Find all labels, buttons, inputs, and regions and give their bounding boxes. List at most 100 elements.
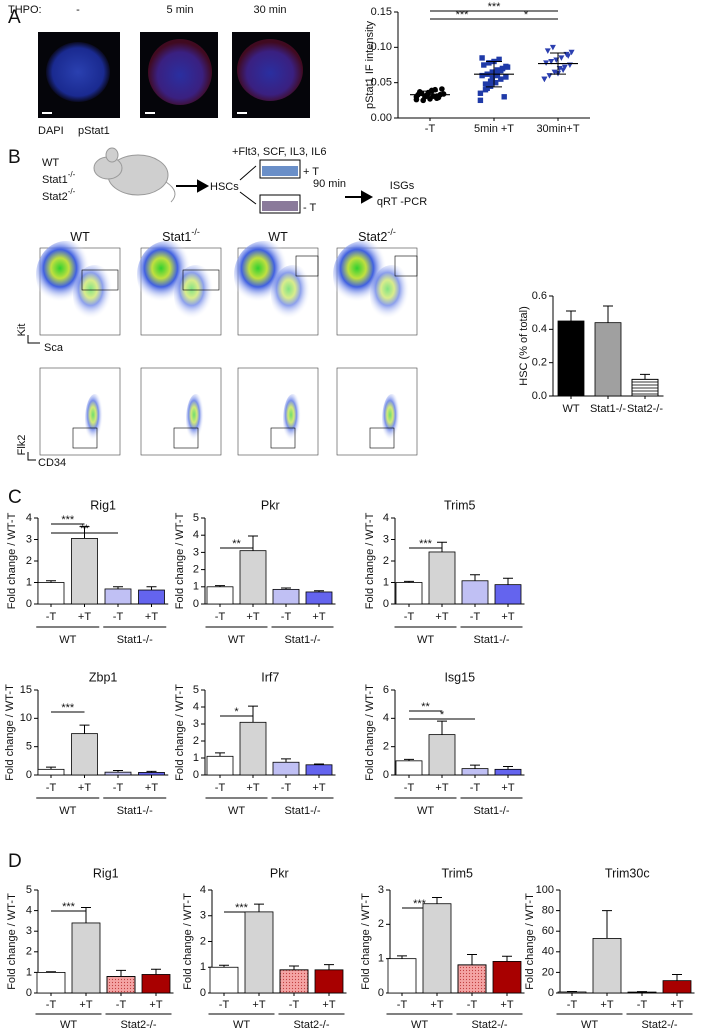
chart-title: Pkr xyxy=(261,498,280,512)
point xyxy=(498,76,504,82)
y-tick-label: 2 xyxy=(26,946,32,958)
point xyxy=(560,67,567,73)
group-label: Stat2-/- xyxy=(641,1019,677,1030)
bar xyxy=(422,903,452,994)
gate xyxy=(81,269,119,291)
arrow xyxy=(239,165,257,181)
y-tick-label: 0 xyxy=(548,987,554,999)
error-bar xyxy=(289,965,299,970)
x-tick-label: -T xyxy=(215,611,226,623)
group-label: WT xyxy=(228,805,245,817)
y-tick-label: 20 xyxy=(542,966,554,978)
bar xyxy=(461,768,489,776)
group-label: WT xyxy=(59,805,76,817)
error-bar xyxy=(503,766,513,770)
point xyxy=(479,72,485,79)
group-label: Stat2-/- xyxy=(293,1019,329,1030)
group-label: WT xyxy=(411,1019,428,1030)
x-tick-label: -T xyxy=(281,611,292,623)
chart-title: Trim5 xyxy=(442,866,474,880)
axis-arrow xyxy=(27,335,40,344)
y-axis-label: Fold change / WT-T xyxy=(364,512,376,609)
group-label: WT xyxy=(581,1019,598,1030)
chart-title: Rig1 xyxy=(93,866,119,880)
y-tick-label: 0.00 xyxy=(371,112,392,124)
error-bar xyxy=(602,910,612,939)
bar-pattern xyxy=(106,976,136,994)
significance-label: * xyxy=(524,9,529,21)
x-tick-label: -T xyxy=(425,123,436,135)
flow-plot xyxy=(39,367,121,456)
x-tick-label: +T xyxy=(252,999,265,1011)
gate xyxy=(182,269,220,291)
y-tick-label: 1 xyxy=(193,752,199,764)
bar xyxy=(138,589,165,605)
bar xyxy=(494,584,522,605)
point xyxy=(487,78,494,84)
genotype-main: Stat1 xyxy=(42,174,68,186)
flow-title-main: WT xyxy=(70,230,90,244)
treatment: + T xyxy=(303,166,319,178)
error-bar xyxy=(81,907,91,923)
bar xyxy=(37,768,65,776)
error-bar xyxy=(397,955,407,959)
error-bar xyxy=(215,752,225,757)
flow-plot xyxy=(140,367,222,456)
y-axis-label: Fold change / WT-T xyxy=(364,684,376,781)
flow-title-sup: -/- xyxy=(387,227,396,237)
x-tick-label: -T xyxy=(567,999,578,1011)
y-tick-label: 4 xyxy=(26,512,32,524)
y-tick-label: 3 xyxy=(26,925,32,937)
significance-label: *** xyxy=(456,9,470,21)
x-tick-label: +T xyxy=(501,611,514,623)
y-tick-label: 10 xyxy=(20,712,32,724)
y-axis-label: Fold change / WT-T xyxy=(174,512,186,609)
axis-label: Sca xyxy=(44,342,64,354)
sd-bar xyxy=(486,60,502,88)
x-tick-label: -T xyxy=(219,999,230,1011)
y-tick-label: 4 xyxy=(383,712,389,724)
x-tick-label: -T xyxy=(470,782,481,794)
y-tick-label: 0.0 xyxy=(532,390,547,402)
point xyxy=(496,56,502,63)
y-tick-label: 3 xyxy=(378,884,384,896)
y-tick-label: 2 xyxy=(26,555,32,567)
y-axis-label: HSC (% of total) xyxy=(518,306,530,385)
y-tick-label: 5 xyxy=(26,741,32,753)
flow-density xyxy=(73,265,117,325)
significance-label: *** xyxy=(488,1,502,13)
point xyxy=(439,86,445,92)
panel-label: C xyxy=(8,487,22,508)
flow-density xyxy=(271,265,315,325)
error-bar xyxy=(324,964,334,970)
x-tick-label: +T xyxy=(501,782,514,794)
bar xyxy=(592,938,622,994)
y-axis-label: Fold change / WT-T xyxy=(182,893,194,990)
gate xyxy=(295,255,319,277)
x-tick-label: +T xyxy=(600,999,613,1011)
y-tick-label: 4 xyxy=(193,701,199,713)
y-tick-label: 6 xyxy=(383,684,389,696)
flow-density xyxy=(186,394,206,446)
x-tick-label: +T xyxy=(670,999,683,1011)
point xyxy=(568,49,575,56)
bar xyxy=(104,771,132,776)
time-label: 90 min xyxy=(313,178,346,190)
x-tick-label: +T xyxy=(500,999,513,1011)
bar xyxy=(662,980,692,994)
bar xyxy=(272,761,300,776)
y-tick-label: 0 xyxy=(26,598,32,610)
axis-arrow xyxy=(27,452,36,461)
bar xyxy=(71,733,98,776)
x-tick-label: +T xyxy=(435,611,448,623)
x-tick-label: 5min +T xyxy=(474,123,514,135)
y-tick-label: 0.05 xyxy=(371,77,392,89)
point xyxy=(479,55,485,61)
x-tick-label: -T xyxy=(46,782,57,794)
stain-label: DAPI xyxy=(38,125,64,137)
x-tick-label: WT xyxy=(562,403,579,415)
error-bar xyxy=(437,720,447,735)
y-tick-label: 0.15 xyxy=(371,6,392,18)
error-bar xyxy=(254,903,264,912)
genotype-main: Stat2 xyxy=(42,191,68,203)
